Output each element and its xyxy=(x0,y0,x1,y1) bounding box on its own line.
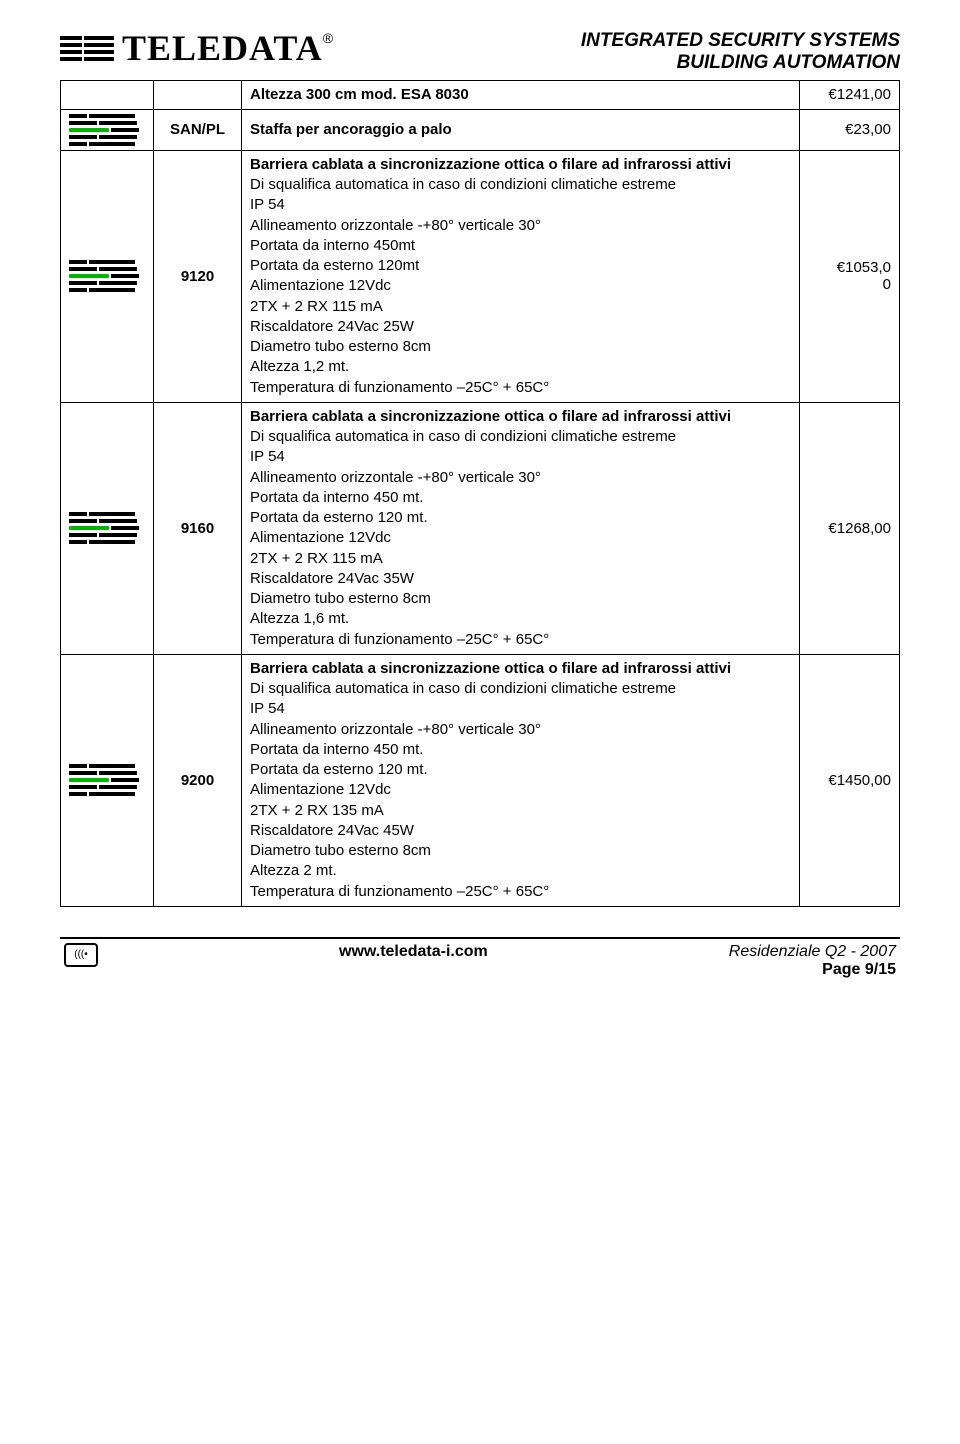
icon-cell xyxy=(61,109,154,150)
products-table: Altezza 300 cm mod. ESA 8030 €1241,00 SAN/… xyxy=(60,80,900,907)
page-header: TELEDATA® INTEGRATED SECURITY SYSTEMS BU… xyxy=(60,30,900,74)
footer-page: Page 9/15 xyxy=(729,961,896,979)
description-line: Allineamento orizzontale -+80° verticale… xyxy=(250,468,791,488)
description-line: IP 54 xyxy=(250,195,791,215)
price-line: €1450,00 xyxy=(808,772,891,789)
registered-mark: ® xyxy=(323,30,333,46)
description-line: Di squalifica automatica in caso di cond… xyxy=(250,679,791,699)
tagline-line-1: INTEGRATED SECURITY SYSTEMS xyxy=(581,30,900,52)
description-title: Barriera cablata a sincronizzazione otti… xyxy=(250,407,791,427)
description-line: Riscaldatore 24Vac 45W xyxy=(250,821,791,841)
description-line: Allineamento orizzontale -+80° verticale… xyxy=(250,720,791,740)
description-line: Di squalifica automatica in caso di cond… xyxy=(250,175,791,195)
table-row: Altezza 300 cm mod. ESA 8030 €1241,00 xyxy=(61,80,900,109)
description-title: Altezza 300 cm mod. ESA 8030 xyxy=(250,85,791,105)
description-line: Altezza 1,2 mt. xyxy=(250,357,791,377)
icon-cell xyxy=(61,402,154,654)
price-cell: €1450,00 xyxy=(800,654,900,906)
code-cell xyxy=(154,80,242,109)
header-tagline: INTEGRATED SECURITY SYSTEMS BUILDING AUT… xyxy=(581,30,900,74)
brand-logo: TELEDATA® xyxy=(60,30,333,66)
description-line: Temperatura di funzionamento –25C° + 65C… xyxy=(250,630,791,650)
description-line: Alimentazione 12Vdc xyxy=(250,780,791,800)
description-line: Di squalifica automatica in caso di cond… xyxy=(250,427,791,447)
description-line: Riscaldatore 24Vac 35W xyxy=(250,569,791,589)
table-row: 9120 Barriera cablata a sincronizzazione … xyxy=(61,150,900,402)
price-line: €1241,00 xyxy=(808,86,891,103)
description-cell: Barriera cablata a sincronizzazione otti… xyxy=(242,150,800,402)
description-cell: Staffa per ancoraggio a palo xyxy=(242,109,800,150)
icon-cell xyxy=(61,80,154,109)
code-cell: 9160 xyxy=(154,402,242,654)
description-line: Allineamento orizzontale -+80° verticale… xyxy=(250,216,791,236)
table-row: 9200 Barriera cablata a sincronizzazione … xyxy=(61,654,900,906)
table-row: 9160 Barriera cablata a sincronizzazione … xyxy=(61,402,900,654)
product-icon xyxy=(69,114,145,146)
description-line: Portata da interno 450 mt. xyxy=(250,488,791,508)
description-line: Alimentazione 12Vdc xyxy=(250,528,791,548)
icon-cell xyxy=(61,654,154,906)
description-line: IP 54 xyxy=(250,447,791,467)
description-line: Portata da esterno 120mt xyxy=(250,256,791,276)
product-icon xyxy=(69,512,145,544)
description-cell: Barriera cablata a sincronizzazione otti… xyxy=(242,402,800,654)
description-line: Portata da esterno 120 mt. xyxy=(250,508,791,528)
price-line: €1268,00 xyxy=(808,520,891,537)
price-line: 0 xyxy=(808,276,891,293)
logo-bars-icon xyxy=(60,36,114,61)
description-line: Temperatura di funzionamento –25C° + 65C… xyxy=(250,378,791,398)
description-line: Alimentazione 12Vdc xyxy=(250,276,791,296)
code-cell: SAN/PL xyxy=(154,109,242,150)
icon-cell xyxy=(61,150,154,402)
price-cell: €1268,00 xyxy=(800,402,900,654)
description-line: 2TX + 2 RX 115 mA xyxy=(250,549,791,569)
description-line: Riscaldatore 24Vac 25W xyxy=(250,317,791,337)
description-line: Diametro tubo esterno 8cm xyxy=(250,589,791,609)
description-cell: Altezza 300 cm mod. ESA 8030 xyxy=(242,80,800,109)
price-cell: €23,00 xyxy=(800,109,900,150)
footer-website: www.teledata-i.com xyxy=(339,943,488,961)
price-line: €1053,0 xyxy=(808,259,891,276)
description-line: IP 54 xyxy=(250,699,791,719)
description-line: Diametro tubo esterno 8cm xyxy=(250,337,791,357)
price-line: €23,00 xyxy=(808,121,891,138)
price-cell: €1241,00 xyxy=(800,80,900,109)
description-line: Portata da interno 450 mt. xyxy=(250,740,791,760)
code-cell: 9200 xyxy=(154,654,242,906)
description-title: Barriera cablata a sincronizzazione otti… xyxy=(250,659,791,679)
description-line: Diametro tubo esterno 8cm xyxy=(250,841,791,861)
description-line: Portata da interno 450mt xyxy=(250,236,791,256)
description-cell: Barriera cablata a sincronizzazione otti… xyxy=(242,654,800,906)
footer-divider xyxy=(60,937,900,939)
page-footer: (((• www.teledata-i.com Residenziale Q2 … xyxy=(60,943,900,979)
footer-logo-icon: (((• xyxy=(64,943,98,967)
description-line: 2TX + 2 RX 135 mA xyxy=(250,801,791,821)
description-line: Temperatura di funzionamento –25C° + 65C… xyxy=(250,882,791,902)
description-title: Staffa per ancoraggio a palo xyxy=(250,120,791,140)
product-icon xyxy=(69,764,145,796)
description-line: Altezza 2 mt. xyxy=(250,861,791,881)
table-row: SAN/PL Staffa per ancoraggio a palo €23,00 xyxy=(61,109,900,150)
price-cell: €1053,00 xyxy=(800,150,900,402)
product-icon xyxy=(69,260,145,292)
description-title: Barriera cablata a sincronizzazione otti… xyxy=(250,155,791,175)
description-line: 2TX + 2 RX 115 mA xyxy=(250,297,791,317)
code-cell: 9120 xyxy=(154,150,242,402)
tagline-line-2: BUILDING AUTOMATION xyxy=(581,52,900,74)
description-line: Portata da esterno 120 mt. xyxy=(250,760,791,780)
footer-edition: Residenziale Q2 - 2007 xyxy=(729,943,896,961)
description-line: Altezza 1,6 mt. xyxy=(250,609,791,629)
brand-name: TELEDATA xyxy=(122,28,323,68)
